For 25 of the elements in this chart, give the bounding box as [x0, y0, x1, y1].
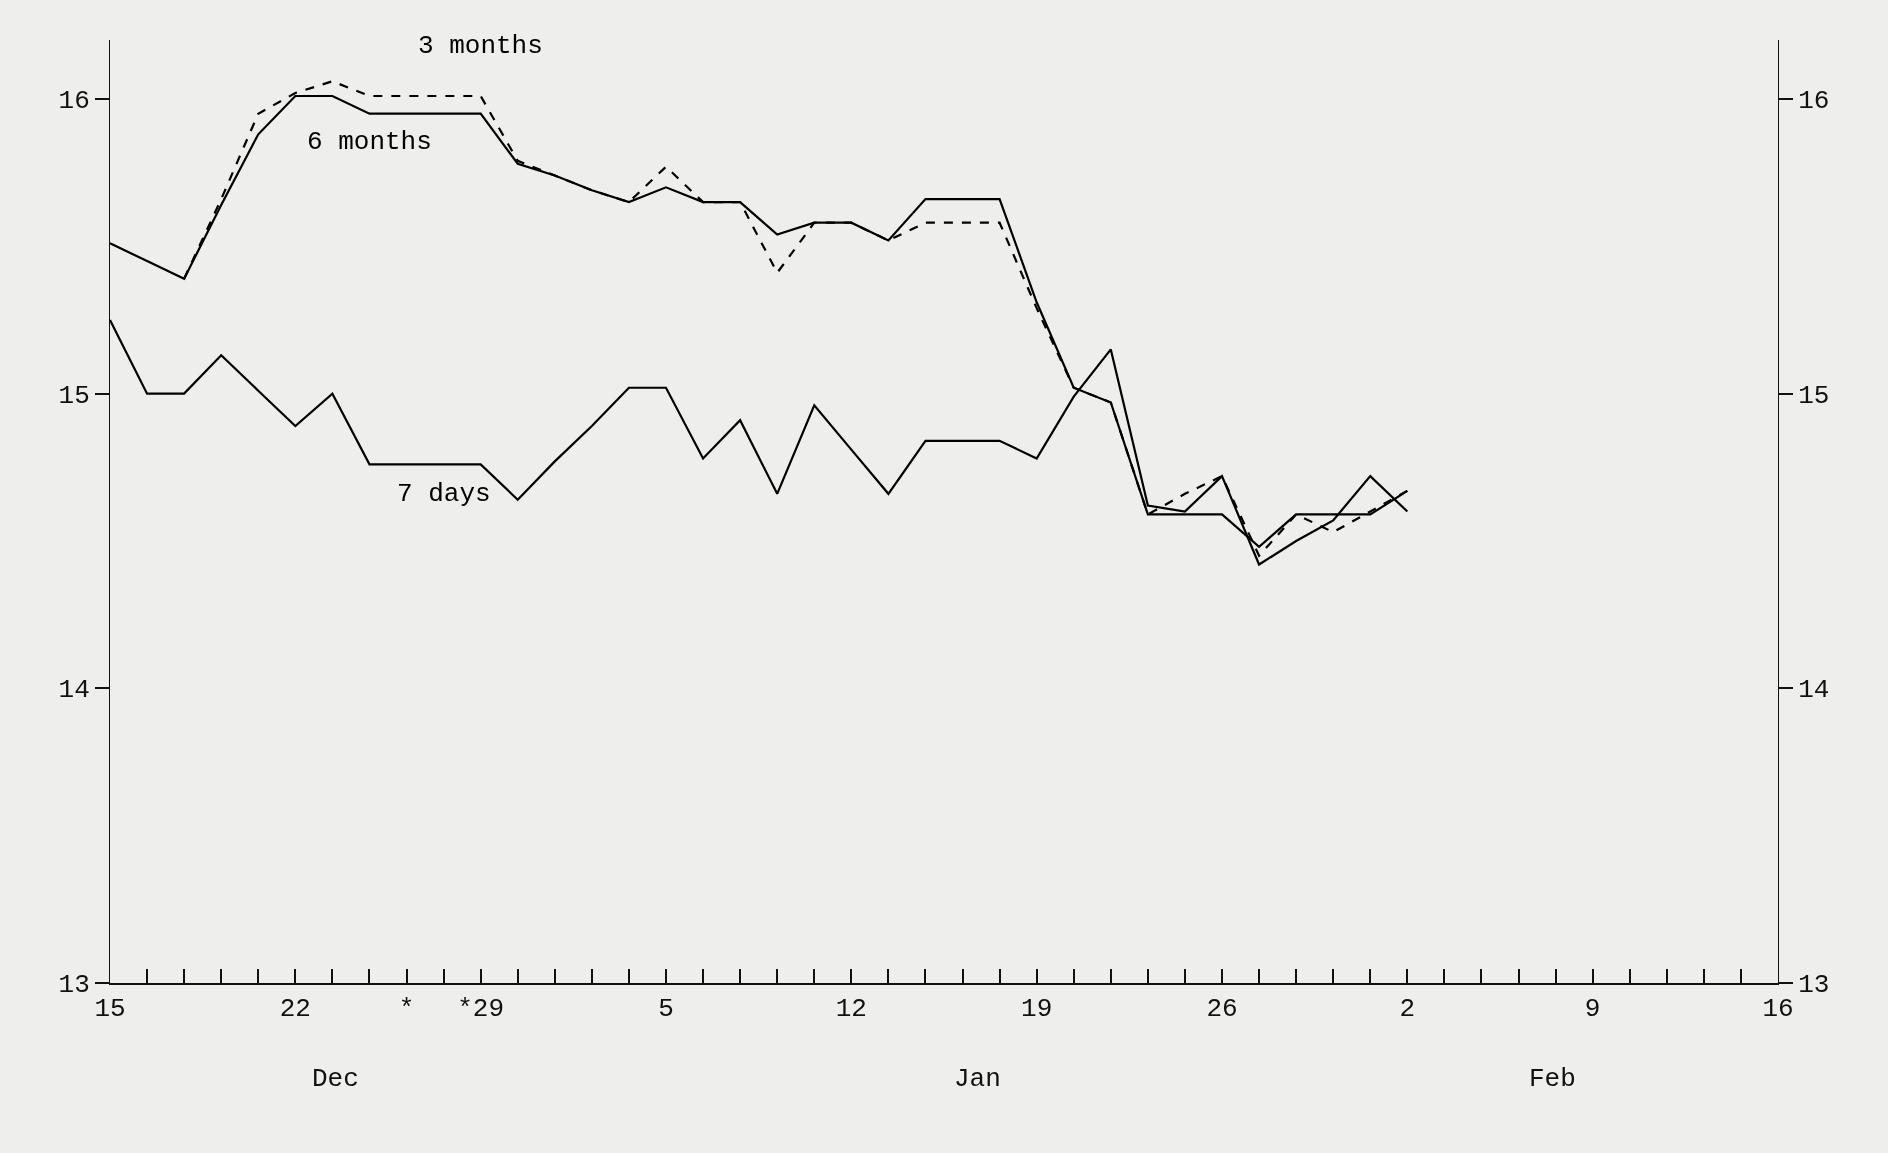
x-tick-label: * — [398, 994, 415, 1025]
x-tick-label: 9 — [1584, 994, 1601, 1025]
y-tick-label: 13 — [58, 970, 90, 1001]
x-tick-label: *29 — [457, 994, 505, 1025]
x-tick-label: 19 — [1021, 994, 1053, 1025]
series-label: 7 days — [397, 479, 491, 509]
y2-tick-label: 15 — [1798, 380, 1830, 411]
x-tick-label: 12 — [835, 994, 867, 1025]
y2-tick-label: 16 — [1798, 86, 1830, 117]
text: Dec — [312, 1064, 359, 1094]
x-tick-label: 15 — [94, 994, 126, 1025]
x-tick-label: 26 — [1206, 994, 1238, 1025]
x-tick-label: 5 — [658, 994, 674, 1025]
text: Jan — [954, 1064, 1001, 1094]
y-tick-label: 16 — [58, 86, 90, 117]
series-label: 3 months — [418, 31, 543, 61]
x-tick-label: 16 — [1762, 994, 1794, 1025]
text: Feb — [1529, 1064, 1576, 1094]
y2-tick-label: 14 — [1798, 675, 1830, 706]
series-label: 6 months — [307, 127, 432, 157]
y-tick-label: 15 — [58, 380, 90, 411]
x-tick-label: 2 — [1399, 994, 1416, 1025]
y-tick-label: 14 — [58, 675, 90, 706]
x-tick-label: 22 — [279, 994, 311, 1025]
y2-tick-label: 13 — [1798, 970, 1830, 1001]
